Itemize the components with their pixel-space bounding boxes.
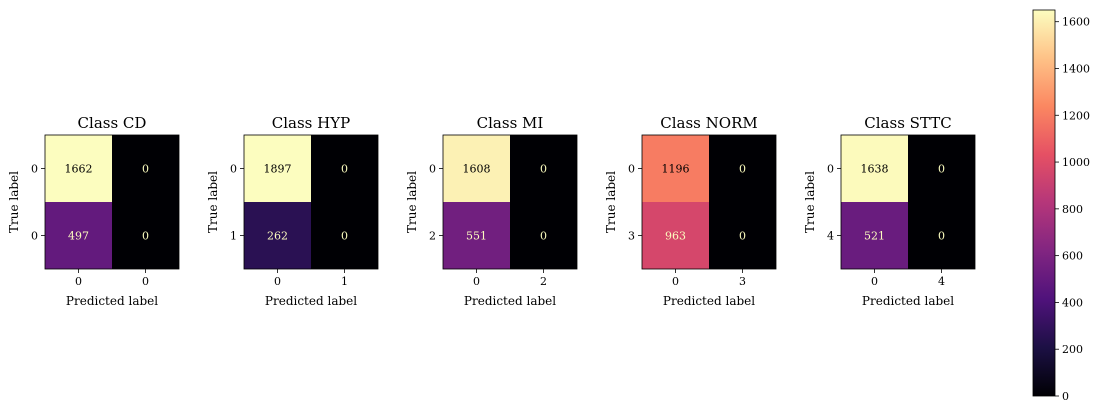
cell-value-label: 0 <box>341 163 348 176</box>
y-tick-label: 3 <box>628 230 635 243</box>
x-tick-label: 2 <box>540 275 547 288</box>
y-axis-label: True label <box>604 171 618 233</box>
y-tick-label: 0 <box>827 163 834 176</box>
y-tick-label: 1 <box>230 230 237 243</box>
y-axis-label: True label <box>7 171 21 233</box>
matrix-frame <box>840 134 976 270</box>
matrix-cell <box>311 135 378 202</box>
matrix-cell <box>244 202 311 269</box>
y-tick-label: 0 <box>230 163 237 176</box>
panels-group: Class CD 1662 0 497 0 0 0 0 0 Predicted label True… <box>7 114 976 308</box>
cell-value-label: 1638 <box>861 163 889 176</box>
colorbar-tick-label: 400 <box>1062 296 1083 309</box>
matrix-cell <box>244 135 311 202</box>
cell-value-label: 0 <box>142 163 149 176</box>
cell-value-label: 0 <box>739 163 746 176</box>
colorbar: 0 200 400 600 800 1000 1200 1400 1600 <box>1032 9 1090 403</box>
cell-value-label: 0 <box>938 163 945 176</box>
y-tick-label: 4 <box>827 230 834 243</box>
colorbar-gradient <box>1033 10 1055 396</box>
y-axis-label: True label <box>206 171 220 233</box>
y-tick-label: 0 <box>429 163 436 176</box>
matrix-cell <box>311 202 378 269</box>
cell-value-label: 497 <box>68 230 89 243</box>
y-tick-label: 0 <box>628 163 635 176</box>
x-axis-label: Predicted label <box>265 294 357 308</box>
matrix-cell <box>642 135 709 202</box>
matrix-cell <box>510 135 577 202</box>
matrix-cell <box>709 202 776 269</box>
panel-4: Class STTC 1638 0 521 0 0 4 0 4 Predicted label Tr… <box>803 114 976 308</box>
cell-value-label: 1662 <box>65 163 93 176</box>
matrix-cell <box>45 135 112 202</box>
x-tick-label: 1 <box>341 275 348 288</box>
colorbar-tick-label: 0 <box>1062 390 1069 403</box>
cell-value-label: 0 <box>142 230 149 243</box>
x-axis-label: Predicted label <box>464 294 556 308</box>
x-axis-label: Predicted label <box>663 294 755 308</box>
x-axis-label: Predicted label <box>862 294 954 308</box>
matrix-frame <box>44 134 180 270</box>
colorbar-tick-label: 1600 <box>1062 16 1090 29</box>
cell-value-label: 0 <box>938 230 945 243</box>
matrix-cell <box>908 202 975 269</box>
cell-value-label: 521 <box>864 230 885 243</box>
matrix-cell <box>443 135 510 202</box>
cell-value-label: 0 <box>739 230 746 243</box>
colorbar-tick-label: 600 <box>1062 250 1083 263</box>
matrix-cell <box>709 135 776 202</box>
matrix-frame <box>243 134 379 270</box>
colorbar-tick-label: 800 <box>1062 203 1083 216</box>
panel-0: Class CD 1662 0 497 0 0 0 0 0 Predicted label True… <box>7 114 180 308</box>
y-tick-label: 0 <box>31 163 38 176</box>
cell-value-label: 1196 <box>662 163 690 176</box>
panel-title: Class HYP <box>272 114 350 132</box>
matrix-cell <box>45 202 112 269</box>
matrix-cell <box>112 135 179 202</box>
matrix-cell <box>112 202 179 269</box>
panel-title: Class STTC <box>864 114 951 132</box>
cell-value-label: 0 <box>540 163 547 176</box>
panel-title: Class CD <box>78 114 147 132</box>
x-tick-label: 0 <box>274 275 281 288</box>
matrix-frame <box>442 134 578 270</box>
colorbar-tick-label: 1400 <box>1062 62 1090 75</box>
colorbar-tick-label: 1000 <box>1062 156 1090 169</box>
colorbar-tick-label: 200 <box>1062 343 1083 356</box>
colorbar-tick-label: 1200 <box>1062 109 1090 122</box>
matrix-cell <box>642 202 709 269</box>
y-axis-label: True label <box>405 171 419 233</box>
x-axis-label: Predicted label <box>66 294 158 308</box>
y-tick-label: 0 <box>31 230 38 243</box>
y-tick-label: 2 <box>429 230 436 243</box>
x-tick-label: 0 <box>473 275 480 288</box>
y-axis-label: True label <box>803 171 817 233</box>
cell-value-label: 551 <box>466 230 487 243</box>
x-tick-label: 0 <box>142 275 149 288</box>
cell-value-label: 1897 <box>264 163 292 176</box>
colorbar-frame <box>1032 9 1056 397</box>
x-tick-label: 0 <box>672 275 679 288</box>
panel-1: Class HYP 1897 0 262 0 0 1 0 1 Predicted label Tru… <box>206 114 379 308</box>
cell-value-label: 0 <box>540 230 547 243</box>
panel-title: Class NORM <box>660 114 757 132</box>
matrix-cell <box>908 135 975 202</box>
panel-title: Class MI <box>477 114 544 132</box>
matrix-cell <box>841 135 908 202</box>
cell-value-label: 1608 <box>463 163 491 176</box>
cell-value-label: 0 <box>341 230 348 243</box>
panel-3: Class NORM 1196 0 963 0 0 3 0 3 Predicted label Tr… <box>604 114 777 308</box>
x-tick-label: 0 <box>75 275 82 288</box>
x-tick-label: 3 <box>739 275 746 288</box>
matrix-frame <box>641 134 777 270</box>
matrix-cell <box>841 202 908 269</box>
x-tick-label: 4 <box>938 275 945 288</box>
matrix-cell <box>510 202 577 269</box>
panel-2: Class MI 1608 0 551 0 0 2 0 2 Predicted label True… <box>405 114 578 308</box>
x-tick-label: 0 <box>871 275 878 288</box>
cell-value-label: 262 <box>267 230 288 243</box>
cell-value-label: 963 <box>665 230 686 243</box>
matrix-cell <box>443 202 510 269</box>
